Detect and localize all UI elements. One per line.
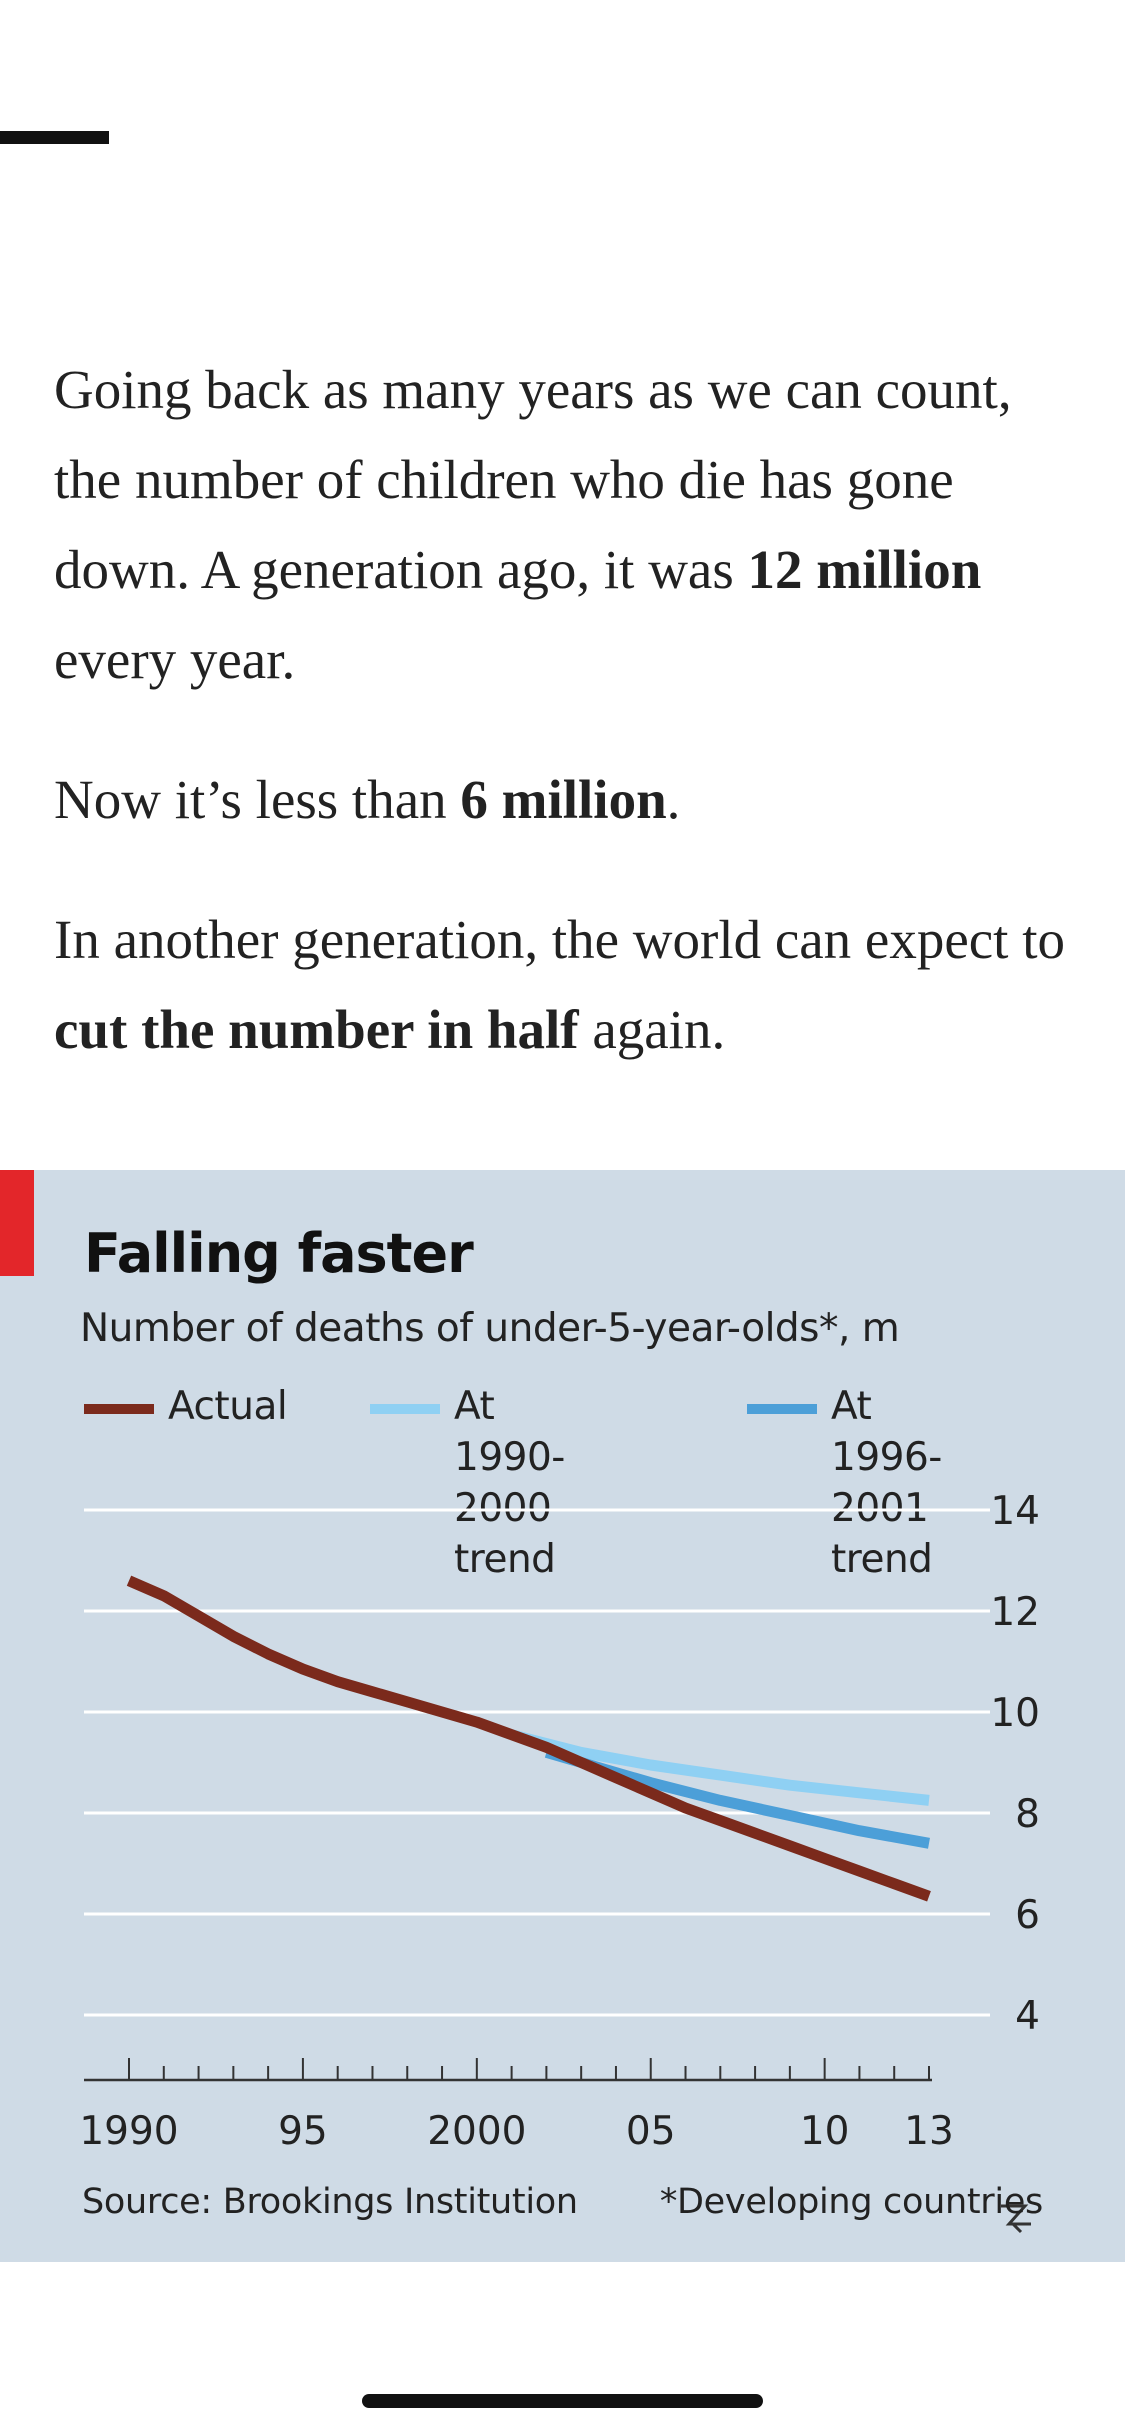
- paragraph-3-bold: cut the number in half: [54, 999, 579, 1060]
- legend-swatch-trend-1990-2000: [370, 1404, 440, 1414]
- y-tick-label-4: 4: [1015, 1994, 1040, 2039]
- paragraph-1: Going back as many years as we can count…: [54, 345, 1084, 705]
- x-tick-label-2013: 13: [904, 2109, 954, 2154]
- paragraph-1-text: Going back as many years as we can count…: [54, 359, 1012, 600]
- paragraph-3: In another generation, the world can exp…: [54, 895, 1084, 1075]
- paragraph-1-end: every year.: [54, 629, 296, 690]
- paragraph-1-bold: 12 million: [747, 539, 982, 600]
- legend-swatch-trend-1996-2001: [747, 1404, 817, 1414]
- chart-panel: Falling faster Number of deaths of under…: [0, 1170, 1125, 2262]
- x-tick-label-1990: 1990: [79, 2109, 178, 2154]
- paragraph-2-text: Now it’s less than: [54, 769, 461, 830]
- y-tick-label-10: 10: [990, 1691, 1040, 1736]
- series-line-actual: [126, 1575, 931, 1902]
- x-tick-label-2005: 05: [626, 2109, 676, 2154]
- series-line-at-1990-2000-trend: [510, 1729, 930, 1806]
- x-tick-label-1995: 95: [278, 2109, 328, 2154]
- legend-swatch-actual: [84, 1404, 154, 1414]
- paragraph-2: Now it’s less than 6 million.: [54, 755, 1084, 845]
- paragraph-2-end: .: [666, 769, 681, 830]
- y-axis-break: [1001, 2204, 1031, 2234]
- x-tick-label-2000: 2000: [427, 2109, 526, 2154]
- accent-tag: [0, 1170, 34, 1276]
- paragraph-3-text: In another generation, the world can exp…: [54, 909, 1065, 970]
- chart-subtitle: Number of deaths of under-5-year-olds*, …: [80, 1306, 900, 1351]
- x-tick-label-2010: 10: [800, 2109, 850, 2154]
- chart-source: Source: Brookings Institution: [82, 2182, 578, 2222]
- article-body: Going back as many years as we can count…: [54, 345, 1084, 1125]
- paragraph-2-bold: 6 million: [460, 769, 667, 830]
- chart-title: Falling faster: [84, 1222, 474, 1285]
- paragraph-3-end: again.: [578, 999, 726, 1060]
- y-tick-label-14: 14: [990, 1489, 1040, 1534]
- y-tick-label-8: 8: [1015, 1792, 1040, 1837]
- home-indicator[interactable]: [362, 2394, 763, 2408]
- y-tick-label-12: 12: [990, 1590, 1040, 1635]
- y-tick-label-6: 6: [1015, 1893, 1040, 1938]
- legend-label-trend-1996-2001: At 1996- 2001 trend: [831, 1384, 942, 1582]
- legend-label-actual: Actual: [168, 1384, 288, 1429]
- top-rule: [0, 131, 109, 144]
- chart-plot: 4 6 8 10 12 14 1990 95 2000 05 10 13: [79, 1489, 1040, 2234]
- chart-footnote: *Developing countries: [659, 2182, 1043, 2222]
